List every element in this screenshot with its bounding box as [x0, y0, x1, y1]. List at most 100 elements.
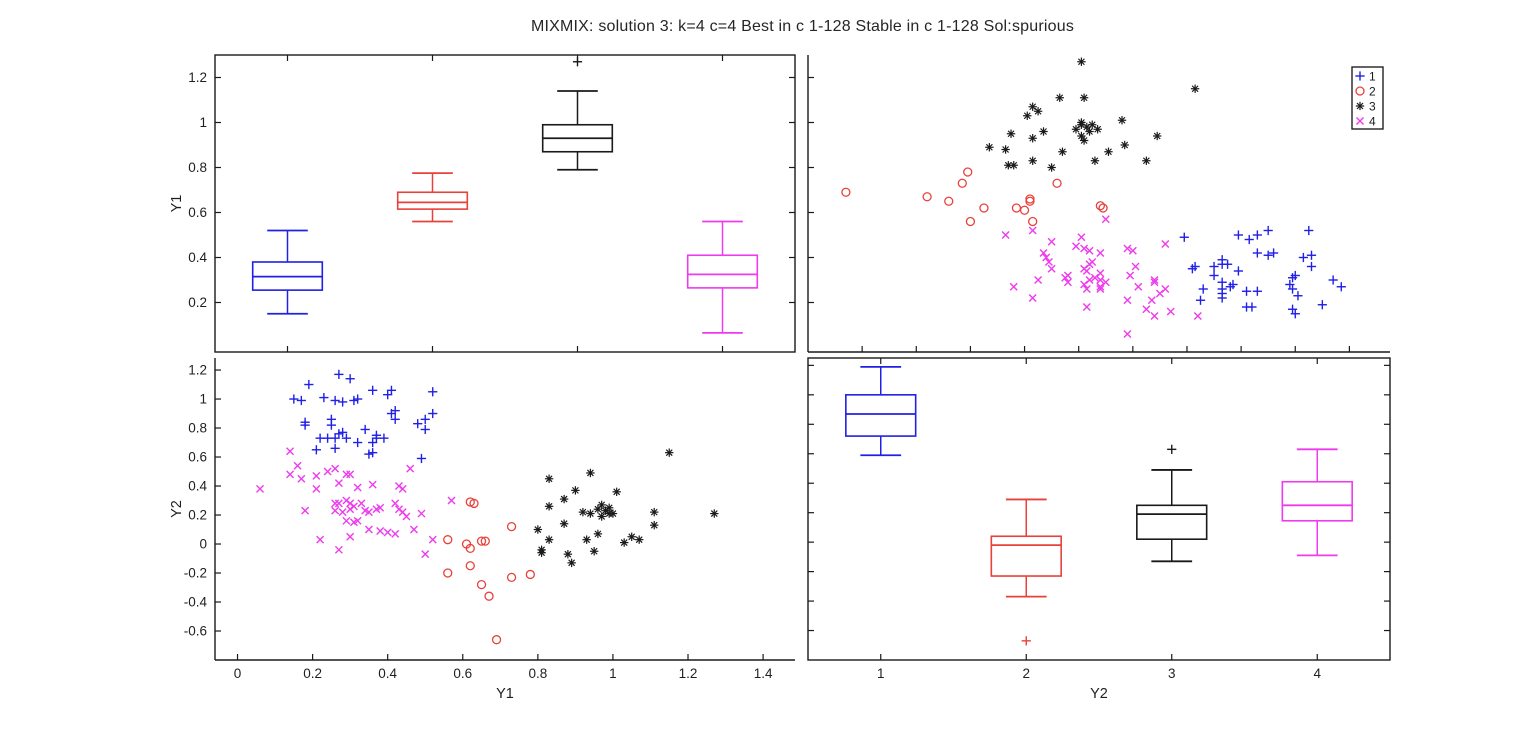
scatter-point-asterisk [1028, 102, 1037, 111]
axes-frame [807, 357, 1391, 661]
scatter-point-plus [300, 420, 310, 430]
scatter-point-cross [1034, 276, 1043, 284]
scatter-point-plus [1209, 261, 1219, 272]
scatter-point-asterisk [1028, 134, 1037, 143]
scatter-point-plus [1304, 225, 1314, 236]
scatter-point-cross [293, 461, 302, 470]
scatter-point-cross [357, 499, 366, 508]
scatter-point-cross [312, 471, 321, 480]
scatter-point-asterisk [586, 468, 595, 478]
scatter-point-plus [1290, 270, 1300, 281]
scatter-series-3 [533, 448, 719, 568]
scatter-point-circle [1011, 203, 1022, 213]
scatter-point-plus [368, 448, 378, 458]
scatter-point-plus [1269, 248, 1279, 258]
scatter-point-cross [286, 447, 295, 456]
scatter-point-asterisk [533, 525, 543, 534]
scatter-point-plus [371, 430, 382, 440]
scatter-point-cross [1126, 271, 1135, 280]
svg-text:0: 0 [234, 666, 242, 681]
scatter-point-cross [1101, 215, 1110, 224]
scatter-point-cross [323, 467, 332, 476]
svg-text:0.6: 0.6 [188, 450, 207, 465]
scatter-series-1 [1179, 225, 1346, 319]
svg-text:0.2: 0.2 [188, 295, 207, 310]
axes-frame [807, 55, 1390, 353]
scatter-point-cross [1044, 258, 1053, 266]
svg-text:4: 4 [1313, 666, 1321, 681]
scatter-point-cross [1047, 264, 1056, 273]
scatter-point-cross [353, 516, 362, 525]
svg-text:3: 3 [1369, 100, 1376, 114]
scatter-point-asterisk [1079, 93, 1089, 102]
scatter-point-plus [338, 427, 348, 437]
scatter-point-asterisk [1153, 131, 1162, 141]
scatter-point-cross [334, 479, 343, 488]
scatter-point-asterisk [544, 502, 554, 511]
scatter-point-asterisk [619, 538, 629, 547]
scatter-point-plus [1306, 250, 1317, 260]
scatter-point-asterisk [597, 512, 606, 521]
scatter-point-cross [383, 528, 392, 537]
scatter-point-cross [1001, 231, 1010, 239]
scatter-point-asterisk [1033, 107, 1043, 116]
scatter-point-asterisk [1047, 163, 1056, 172]
scatter-point-cross [346, 505, 355, 514]
scatter-point-asterisk [635, 535, 644, 544]
scatter-point-circle [922, 192, 932, 202]
scatter-point-cross [1082, 303, 1091, 311]
svg-text:1.2: 1.2 [679, 666, 698, 681]
scatter-point-asterisk [544, 535, 554, 544]
scatter-point-circle [979, 203, 989, 213]
svg-text:1: 1 [199, 115, 207, 130]
scatter-point-cross [331, 464, 340, 473]
scatter-point-plus [386, 385, 397, 395]
scatter-point-circle [476, 579, 487, 590]
axis-ticks [808, 76, 1350, 352]
scatter-point-asterisk [559, 494, 569, 504]
scatter-point-plus [1287, 304, 1298, 314]
svg-text:0: 0 [199, 537, 207, 552]
scatter-point-plus [572, 57, 583, 67]
scatter-point-cross [1142, 305, 1151, 314]
scatter-point-plus [1167, 444, 1177, 454]
scatter-point-asterisk [665, 448, 674, 457]
scatter-point-cross [1042, 253, 1051, 262]
box-group-1 [251, 229, 324, 315]
scatter-point-plus [420, 424, 430, 435]
scatter-point-plus [1263, 225, 1273, 236]
svg-text:2: 2 [1022, 666, 1030, 681]
scatter-point-cross [391, 499, 400, 508]
scatter-point-cross [256, 484, 265, 493]
scatter-point-asterisk [1142, 156, 1151, 165]
svg-text:1.2: 1.2 [188, 70, 207, 85]
svg-text:1: 1 [199, 392, 207, 407]
scatter-point-circle [963, 167, 973, 177]
scatter-point-cross [368, 480, 377, 489]
scatter-point-asterisk [1355, 101, 1365, 111]
scatter-point-asterisk [612, 487, 621, 497]
scatter-point-circle [443, 535, 453, 545]
scatter-point-asterisk [627, 532, 636, 541]
scatter-point-cross [1150, 276, 1159, 284]
axes-frame [214, 358, 795, 661]
scatter-point-cross [1096, 285, 1105, 293]
scatter-point-plus [1244, 234, 1254, 245]
scatter-point-plus [311, 445, 321, 455]
scatter-point-asterisk [1071, 125, 1081, 134]
scatter-point-cross [1096, 249, 1105, 257]
svg-text:Y1: Y1 [169, 195, 185, 213]
scatter-point-cross [1166, 307, 1175, 316]
scatter-point-plus [428, 408, 438, 419]
box-group-1 [845, 365, 917, 457]
scatter-point-asterisk [578, 507, 588, 517]
svg-text:0.2: 0.2 [303, 666, 322, 681]
scatter-point-circle [443, 568, 453, 578]
scatter-point-plus [368, 385, 378, 395]
figure-title: MIXMIX: solution 3: k=4 c=4 Best in c 1-… [530, 18, 1075, 35]
scatter-point-cross [391, 529, 400, 538]
scatter-point-asterisk [1079, 136, 1089, 145]
scatter-point-cross [346, 532, 355, 541]
scatter-series-4 [1001, 215, 1202, 338]
